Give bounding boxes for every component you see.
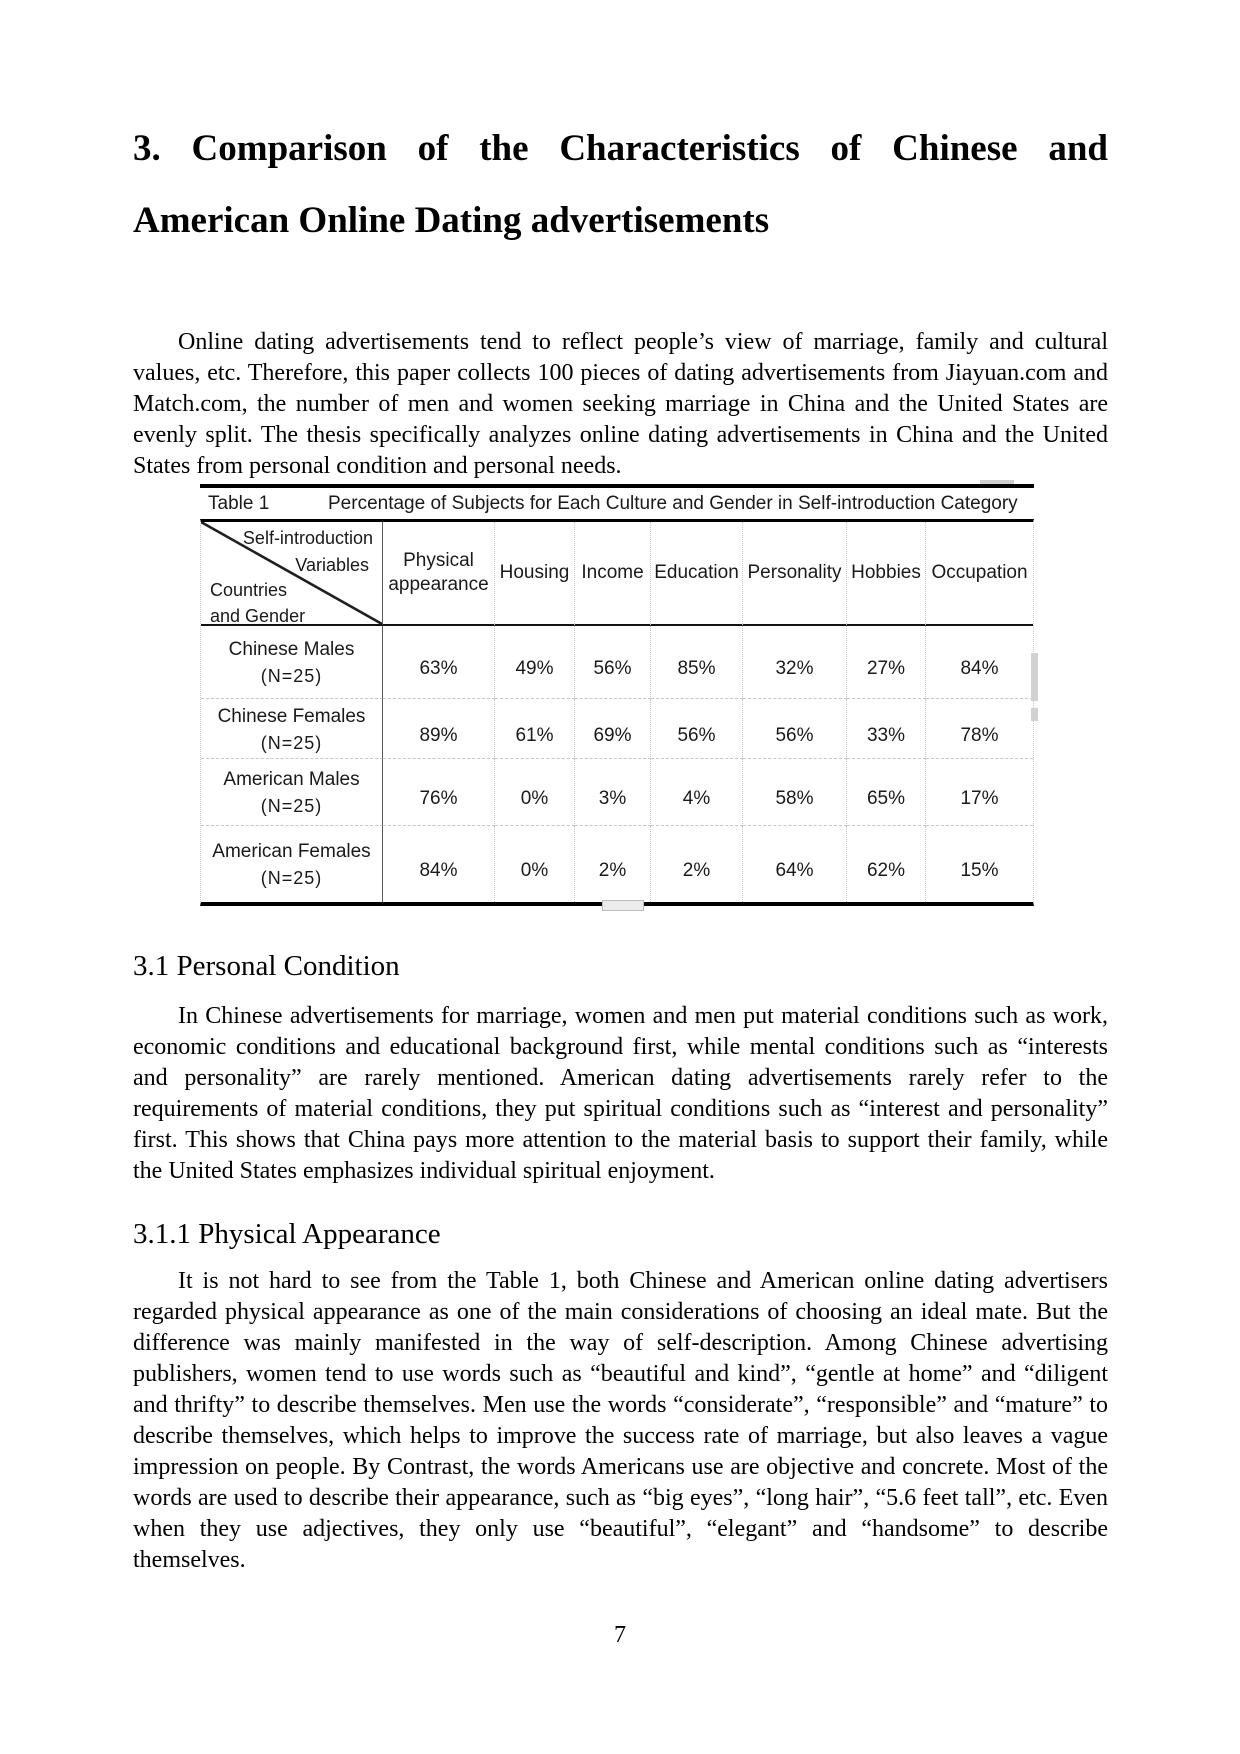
- row-label-text: American Males: [223, 769, 360, 790]
- paragraph-physical-appearance: It is not hard to see from the Table 1, …: [133, 1268, 1108, 1573]
- table-cell: 76%: [383, 759, 495, 826]
- table-cell: 33%: [847, 699, 926, 759]
- row-n-text: (N=25): [260, 868, 323, 888]
- section-heading-line2: American Online Dating advertisements: [133, 200, 770, 241]
- corner-label-gender: and Gender: [210, 606, 306, 626]
- corner-label-self-introduction: Self-introduction: [242, 528, 373, 548]
- subsection-heading-3-1-1: 3.1.1 Physical Appearance: [133, 1218, 441, 1250]
- paragraph-personal-condition: In Chinese advertisements for marriage, …: [133, 1003, 1108, 1184]
- column-header-education: Education: [651, 522, 743, 626]
- table-grid: Self-introduction Variables Countries an…: [200, 519, 1034, 906]
- table-cell: 62%: [847, 826, 926, 902]
- table-cell: 0%: [495, 759, 575, 826]
- screenshot-artifact-handle: [602, 900, 644, 911]
- table-cell: 69%: [575, 699, 651, 759]
- table-cell: 56%: [743, 699, 847, 759]
- corner-label-countries: Countries: [210, 580, 288, 600]
- subsection-heading-3-1: 3.1 Personal Condition: [133, 950, 400, 982]
- table-cell: 2%: [575, 826, 651, 902]
- screenshot-artifact-scrollbar: [1031, 653, 1038, 701]
- diagonal-line: [201, 522, 382, 624]
- table-cell: 84%: [383, 826, 495, 902]
- column-header-income: Income: [575, 522, 651, 626]
- table-cell: 63%: [383, 626, 495, 699]
- table-cell: 84%: [926, 626, 1033, 699]
- screenshot-artifact-dash: [980, 480, 1014, 484]
- table-cell: 78%: [926, 699, 1033, 759]
- page-number: 7: [614, 1622, 626, 1648]
- row-label-chinese-males: Chinese Males (N=25): [201, 626, 383, 699]
- paragraph-intro: Online dating advertisements tend to ref…: [133, 329, 1108, 479]
- table-caption-label: Table 1: [208, 493, 270, 514]
- table-cell: 49%: [495, 626, 575, 699]
- table-cell: 56%: [651, 699, 743, 759]
- table-caption-title: Percentage of Subjects for Each Culture …: [328, 493, 1018, 514]
- table-cell: 56%: [575, 626, 651, 699]
- section-heading-line1: 3. Comparison of the Characteristics of …: [133, 128, 1108, 169]
- section-heading: 3. Comparison of the Characteristics of …: [133, 113, 1108, 257]
- row-label-chinese-females: Chinese Females (N=25): [201, 699, 383, 759]
- column-header-physical-appearance: Physical appearance: [383, 522, 495, 626]
- table-caption: Table 1 Percentage of Subjects for Each …: [200, 488, 1034, 519]
- corner-label-variables: Variables: [295, 555, 369, 575]
- screenshot-artifact-scrollbar: [1031, 708, 1038, 721]
- row-label-text: American Females: [212, 841, 371, 862]
- table-cell: 2%: [651, 826, 743, 902]
- row-label-american-females: American Females (N=25): [201, 826, 383, 902]
- table-cell: 61%: [495, 699, 575, 759]
- table-cell: 17%: [926, 759, 1033, 826]
- table-cell: 89%: [383, 699, 495, 759]
- table-cell: 65%: [847, 759, 926, 826]
- table-cell: 85%: [651, 626, 743, 699]
- row-n-text: (N=25): [260, 732, 323, 753]
- table-cell: 64%: [743, 826, 847, 902]
- row-label-american-males: American Males (N=25): [201, 759, 383, 826]
- column-header-personality: Personality: [743, 522, 847, 626]
- column-header-occupation: Occupation: [926, 522, 1033, 626]
- table-1: Table 1 Percentage of Subjects for Each …: [200, 484, 1034, 906]
- column-header-hobbies: Hobbies: [847, 522, 926, 626]
- table-corner-cell: Self-introduction Variables Countries an…: [201, 522, 383, 626]
- table-cell: 3%: [575, 759, 651, 826]
- row-n-text: (N=25): [260, 796, 323, 816]
- table-cell: 15%: [960, 860, 999, 881]
- table-cell: 4%: [651, 759, 743, 826]
- table-cell: 32%: [743, 626, 847, 699]
- row-n-text: (N=25): [260, 666, 323, 686]
- row-label-text: Chinese Males: [228, 639, 355, 660]
- column-header-housing: Housing: [495, 522, 575, 626]
- table-cell: 27%: [847, 626, 926, 699]
- row-label-text: Chinese Females: [217, 705, 366, 727]
- table-cell: 58%: [743, 759, 847, 826]
- table-cell: 0%: [495, 826, 575, 902]
